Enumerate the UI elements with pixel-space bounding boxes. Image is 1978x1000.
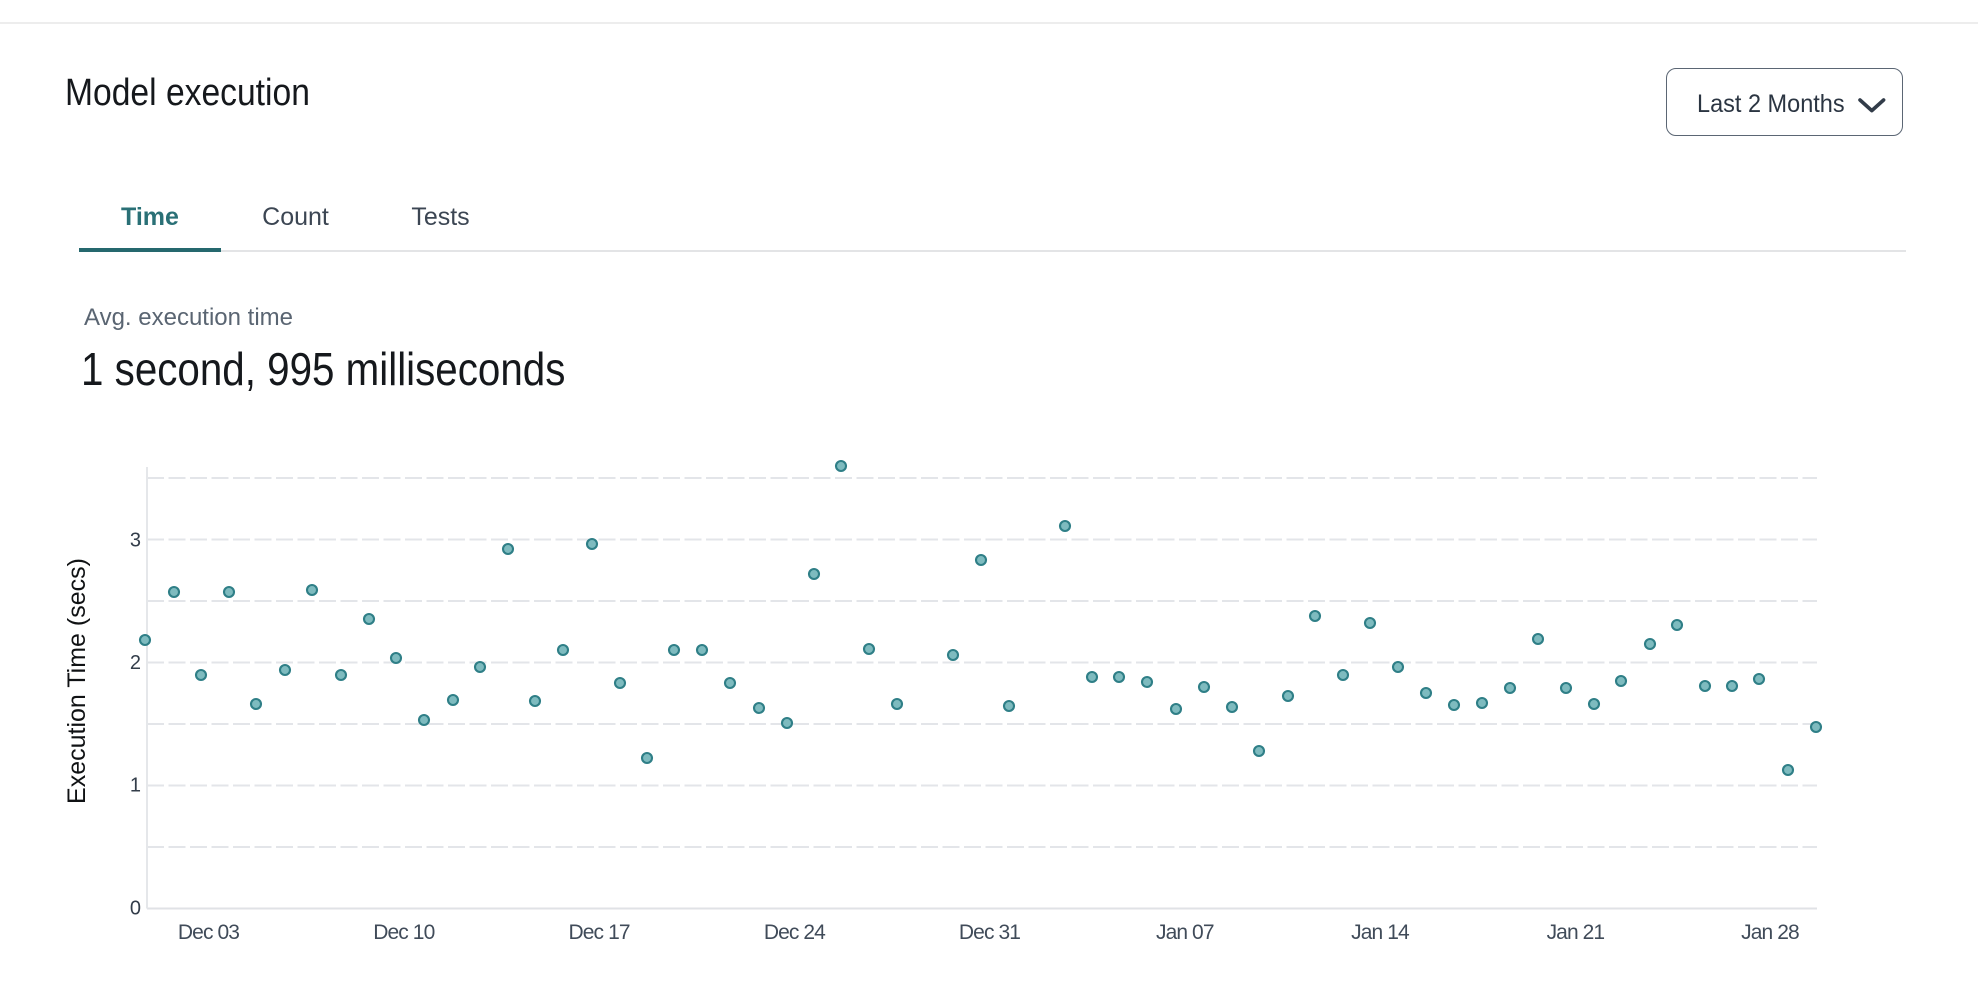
svg-text:1: 1 [130, 775, 141, 797]
svg-text:Execution Time (secs): Execution Time (secs) [63, 558, 91, 804]
svg-text:Dec 17: Dec 17 [569, 921, 630, 944]
svg-text:Dec 24: Dec 24 [764, 921, 826, 944]
svg-text:2: 2 [130, 652, 141, 674]
svg-text:Dec 10: Dec 10 [373, 921, 434, 944]
svg-text:Jan 21: Jan 21 [1547, 921, 1605, 944]
svg-text:3: 3 [130, 530, 141, 552]
svg-text:Jan 14: Jan 14 [1351, 921, 1410, 944]
svg-text:0: 0 [130, 898, 141, 920]
svg-text:Dec 03: Dec 03 [178, 921, 239, 944]
svg-text:Jan 28: Jan 28 [1741, 921, 1799, 944]
svg-text:Dec 31: Dec 31 [959, 921, 1020, 944]
svg-text:Jan 07: Jan 07 [1156, 921, 1214, 944]
